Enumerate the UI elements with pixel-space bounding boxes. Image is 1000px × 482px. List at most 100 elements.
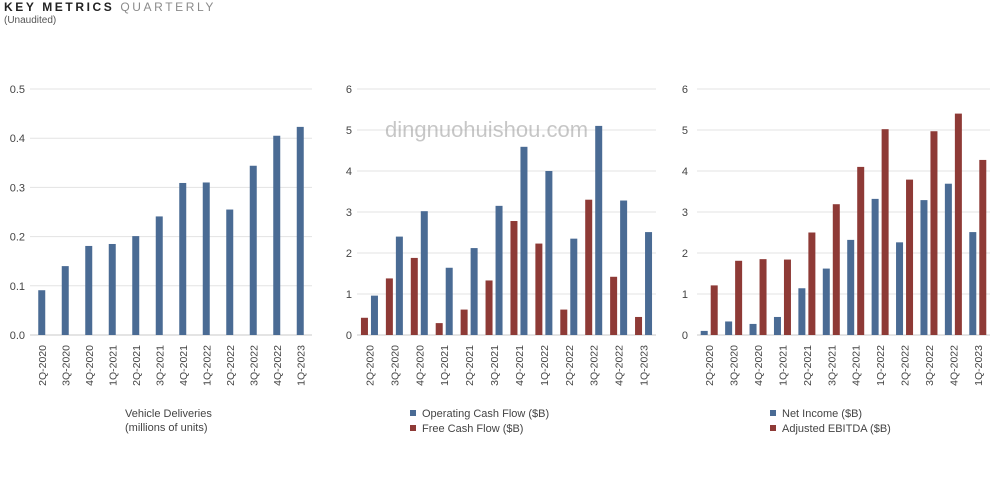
x-tick-label: 4Q-2021 bbox=[851, 345, 863, 386]
bar-operating-cash-flow-b-4q-2021 bbox=[520, 146, 528, 335]
bar-free-cash-flow-b-1q-2022 bbox=[535, 243, 543, 335]
x-tick-label: 1Q-2023 bbox=[295, 345, 307, 386]
legend-label: Operating Cash Flow ($B) bbox=[422, 408, 549, 420]
bar-adjusted-ebitda-b-1q-2021 bbox=[783, 259, 791, 335]
x-tick-label: 3Q-2020 bbox=[60, 345, 72, 386]
header: KEY METRICS QUARTERLY (Unaudited) bbox=[4, 0, 216, 26]
legend-label: Free Cash Flow ($B) bbox=[422, 423, 523, 435]
bar-value-2q-2020 bbox=[38, 290, 46, 335]
y-tick-label: 1 bbox=[346, 289, 352, 301]
bar-free-cash-flow-b-1q-2023 bbox=[635, 316, 643, 335]
x-tick-label: 2Q-2021 bbox=[464, 345, 476, 386]
x-tick-label: 1Q-2021 bbox=[439, 345, 451, 386]
bar-net-income-b-1q-2022 bbox=[871, 198, 879, 335]
x-tick-label: 2Q-2021 bbox=[131, 345, 143, 386]
bar-value-1q-2021 bbox=[108, 243, 116, 335]
bar-net-income-b-2q-2022 bbox=[896, 242, 904, 335]
x-tick-label: 3Q-2021 bbox=[489, 345, 501, 386]
y-tick-label: 0.5 bbox=[10, 84, 25, 96]
bar-adjusted-ebitda-b-1q-2023 bbox=[979, 159, 987, 335]
y-tick-label: 6 bbox=[346, 84, 352, 96]
bar-value-1q-2023 bbox=[296, 126, 304, 335]
x-tick-label: 1Q-2022 bbox=[875, 345, 887, 386]
x-tick-label: 3Q-2020 bbox=[729, 345, 741, 386]
title-light: QUARTERLY bbox=[120, 0, 216, 14]
bar-value-3q-2020 bbox=[61, 266, 69, 335]
bar-adjusted-ebitda-b-3q-2022 bbox=[930, 131, 938, 335]
y-tick-label: 3 bbox=[682, 207, 688, 219]
x-tick-label: 1Q-2021 bbox=[107, 345, 119, 386]
title-bold: KEY METRICS bbox=[4, 0, 115, 14]
page-subtitle: (Unaudited) bbox=[4, 15, 57, 26]
legend-swatch bbox=[410, 425, 416, 431]
bar-adjusted-ebitda-b-4q-2020 bbox=[759, 259, 767, 335]
x-tick-label: 2Q-2021 bbox=[802, 345, 814, 386]
x-axis-label: Vehicle Deliveries bbox=[125, 408, 212, 420]
page-title: KEY METRICS QUARTERLY bbox=[4, 0, 216, 14]
y-tick-label: 2 bbox=[346, 248, 352, 260]
x-tick-label: 4Q-2022 bbox=[614, 345, 626, 386]
x-tick-label: 4Q-2020 bbox=[84, 345, 96, 386]
bar-adjusted-ebitda-b-2q-2020 bbox=[710, 285, 718, 335]
y-tick-label: 0.1 bbox=[10, 281, 25, 293]
bar-net-income-b-1q-2023 bbox=[969, 232, 977, 335]
bar-net-income-b-3q-2021 bbox=[822, 268, 830, 335]
x-tick-label: 4Q-2020 bbox=[753, 345, 765, 386]
legend-label: Net Income ($B) bbox=[782, 408, 862, 420]
bar-operating-cash-flow-b-4q-2022 bbox=[620, 200, 628, 335]
bar-operating-cash-flow-b-2q-2021 bbox=[470, 248, 478, 335]
x-tick-label: 2Q-2020 bbox=[37, 345, 49, 386]
y-tick-label: 5 bbox=[682, 125, 688, 137]
x-tick-label: 1Q-2021 bbox=[777, 345, 789, 386]
bar-adjusted-ebitda-b-3q-2020 bbox=[735, 260, 743, 335]
y-tick-label: 4 bbox=[346, 166, 352, 178]
chart-panel-1: 0.0 0.1 0.2 0.3 0.4 0.5 2Q-2020 3Q-2020 4Q-2020 1… bbox=[10, 84, 312, 434]
bar-free-cash-flow-b-2q-2020 bbox=[360, 317, 368, 335]
x-tick-label: 3Q-2021 bbox=[154, 345, 166, 386]
bar-free-cash-flow-b-4q-2020 bbox=[410, 257, 418, 335]
y-tick-label: 0.0 bbox=[10, 330, 25, 342]
y-tick-label: 0.3 bbox=[10, 182, 25, 194]
chart-panel-2: 0 1 2 3 4 5 6 2Q-2020 3Q-2020 4Q-2020 1Q-2021 2Q-20… bbox=[346, 84, 656, 435]
x-tick-label: 4Q-2020 bbox=[414, 345, 426, 386]
y-tick-label: 6 bbox=[682, 84, 688, 96]
bar-adjusted-ebitda-b-2q-2021 bbox=[808, 232, 816, 335]
bar-net-income-b-3q-2020 bbox=[725, 321, 733, 335]
x-tick-label: 3Q-2022 bbox=[248, 345, 260, 386]
bar-value-2q-2021 bbox=[132, 236, 140, 335]
bar-adjusted-ebitda-b-2q-2022 bbox=[906, 179, 914, 335]
bar-net-income-b-3q-2022 bbox=[920, 200, 928, 335]
legend-label: Adjusted EBITDA ($B) bbox=[782, 423, 891, 435]
x-axis-label: (millions of units) bbox=[125, 422, 208, 434]
bar-value-2q-2022 bbox=[226, 209, 234, 335]
y-tick-label: 3 bbox=[346, 207, 352, 219]
legend-swatch bbox=[770, 410, 776, 416]
y-tick-label: 5 bbox=[346, 125, 352, 137]
x-tick-label: 2Q-2022 bbox=[225, 345, 237, 386]
x-tick-label: 4Q-2022 bbox=[948, 345, 960, 386]
x-tick-label: 3Q-2021 bbox=[826, 345, 838, 386]
bar-net-income-b-4q-2021 bbox=[847, 239, 855, 335]
bar-free-cash-flow-b-2q-2022 bbox=[560, 309, 568, 335]
y-tick-label: 0 bbox=[346, 330, 352, 342]
legend-swatch bbox=[770, 425, 776, 431]
x-tick-label: 1Q-2022 bbox=[201, 345, 213, 386]
bar-free-cash-flow-b-1q-2021 bbox=[435, 323, 443, 335]
bar-value-4q-2021 bbox=[179, 182, 187, 335]
x-tick-label: 1Q-2023 bbox=[639, 345, 651, 386]
bar-free-cash-flow-b-3q-2022 bbox=[585, 199, 593, 335]
y-tick-label: 0.4 bbox=[10, 133, 25, 145]
x-tick-label: 2Q-2022 bbox=[900, 345, 912, 386]
x-tick-label: 3Q-2022 bbox=[924, 345, 936, 386]
x-tick-label: 3Q-2022 bbox=[589, 345, 601, 386]
legend-swatch bbox=[410, 410, 416, 416]
bar-value-3q-2021 bbox=[155, 216, 163, 335]
x-tick-label: 2Q-2020 bbox=[364, 345, 376, 386]
bar-operating-cash-flow-b-1q-2021 bbox=[445, 267, 453, 335]
bar-operating-cash-flow-b-3q-2022 bbox=[595, 125, 603, 336]
x-tick-label: 2Q-2020 bbox=[704, 345, 716, 386]
bar-value-4q-2022 bbox=[273, 135, 281, 335]
bar-adjusted-ebitda-b-1q-2022 bbox=[881, 129, 889, 335]
bar-free-cash-flow-b-3q-2020 bbox=[385, 278, 393, 335]
